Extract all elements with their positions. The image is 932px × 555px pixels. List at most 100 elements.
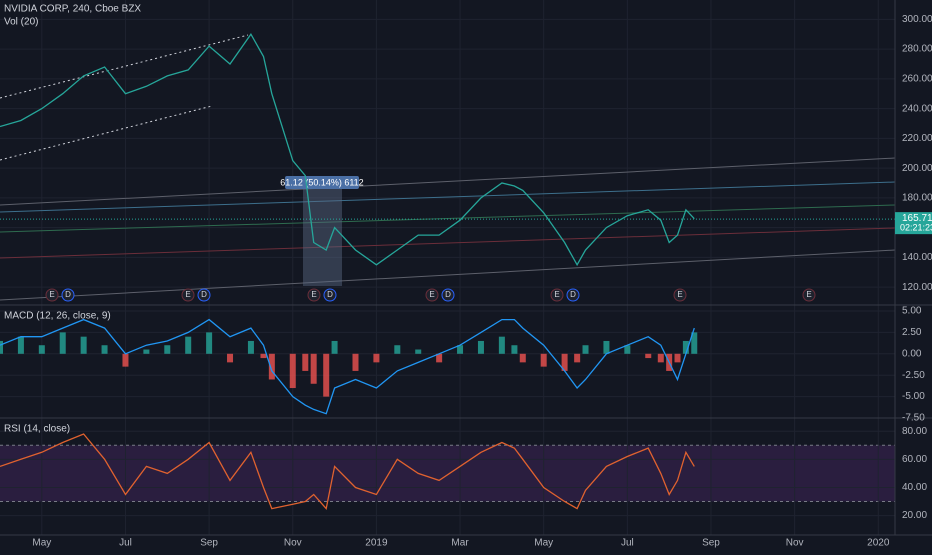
macd-histogram-bar <box>247 340 254 354</box>
event-marker[interactable] <box>550 288 564 302</box>
event-marker[interactable] <box>61 288 75 302</box>
y-tick-label: 2.50 <box>902 327 922 338</box>
macd-histogram-bar <box>561 353 568 371</box>
macd-histogram-bar <box>143 349 150 354</box>
macd-histogram-bar <box>519 353 526 363</box>
event-marker[interactable] <box>566 288 580 302</box>
macd-histogram-bar <box>310 353 317 384</box>
last-price-box <box>895 212 932 235</box>
series-line <box>0 318 695 415</box>
macd-histogram-bar <box>268 353 275 380</box>
event-marker[interactable] <box>802 288 816 302</box>
symbol-title: NVIDIA CORP, 240, Cboe BZX <box>4 4 141 15</box>
y-tick-label: 20.00 <box>902 510 927 521</box>
event-label: E <box>806 290 811 299</box>
macd-histogram-bar <box>302 353 309 371</box>
macd-histogram-bar <box>289 353 296 389</box>
y-tick-label: 300.00 <box>902 14 932 25</box>
macd-histogram-bar <box>0 340 3 354</box>
y-tick-label: 0.00 <box>902 348 922 359</box>
macd-histogram-bar <box>122 353 129 367</box>
event-marker[interactable] <box>197 288 211 302</box>
y-tick-label: -5.00 <box>902 391 925 402</box>
trend-line <box>0 181 896 213</box>
event-label: D <box>65 290 71 299</box>
macd-histogram-bar <box>477 340 484 354</box>
x-tick-label: Sep <box>200 538 218 549</box>
macd-histogram-bar <box>38 345 45 354</box>
macd-histogram-bar <box>540 353 547 367</box>
event-label: E <box>185 290 190 299</box>
event-marker[interactable] <box>673 288 687 302</box>
macd-histogram-bar <box>323 353 330 397</box>
event-marker[interactable] <box>425 288 439 302</box>
x-tick-label: May <box>32 538 51 549</box>
macd-histogram-bar <box>164 345 171 354</box>
event-label: D <box>201 290 207 299</box>
measure-label: 61.12 (50.14%) 6112 <box>280 177 363 187</box>
macd-histogram-bar <box>206 332 213 354</box>
countdown-label: 02:21:23 <box>900 223 932 233</box>
y-tick-label: 240.00 <box>902 103 932 114</box>
event-marker[interactable] <box>307 288 321 302</box>
macd-histogram-bar <box>17 336 24 354</box>
event-marker[interactable] <box>441 288 455 302</box>
event-label: D <box>570 290 576 299</box>
series-line <box>0 433 695 511</box>
y-tick-label: 80.00 <box>902 426 927 437</box>
x-tick-label: Nov <box>786 538 804 549</box>
y-tick-label: 200.00 <box>902 163 932 174</box>
x-tick-label: Sep <box>702 538 720 549</box>
macd-histogram-bar <box>373 353 380 363</box>
event-marker[interactable] <box>45 288 59 302</box>
measure-label-box <box>285 176 359 189</box>
y-tick-label: 5.00 <box>902 306 922 317</box>
y-tick-label: 60.00 <box>902 454 927 465</box>
y-tick-label: 260.00 <box>902 73 932 84</box>
x-tick-label: Nov <box>284 538 302 549</box>
macd-histogram-bar <box>260 353 267 359</box>
macd-title: MACD (12, 26, close, 9) <box>4 311 111 322</box>
trend-line <box>0 157 896 206</box>
y-tick-label: 40.00 <box>902 482 927 493</box>
event-label: D <box>327 290 333 299</box>
macd-histogram-bar <box>331 340 338 354</box>
trend-line <box>0 249 896 301</box>
macd-histogram-bar <box>511 345 518 354</box>
rsi-band <box>0 445 895 502</box>
y-tick-label: -2.50 <box>902 370 925 381</box>
y-tick-label: -7.50 <box>902 413 925 424</box>
macd-histogram-bar <box>185 336 192 354</box>
event-label: E <box>677 290 682 299</box>
macd-histogram-bar <box>415 349 422 354</box>
macd-histogram-bar <box>657 353 664 363</box>
macd-histogram-bar <box>691 332 698 354</box>
event-label: E <box>49 290 54 299</box>
macd-histogram-bar <box>394 345 401 354</box>
y-tick-label: 180.00 <box>902 193 932 204</box>
x-tick-label: Jul <box>119 538 132 549</box>
channel-line <box>0 105 213 161</box>
y-tick-label: 120.00 <box>902 282 932 293</box>
trend-line <box>0 204 896 233</box>
event-label: E <box>311 290 316 299</box>
y-tick-label: 280.00 <box>902 44 932 55</box>
macd-histogram-bar <box>498 336 505 354</box>
macd-histogram-bar <box>59 332 66 354</box>
macd-histogram-bar <box>582 345 589 354</box>
macd-histogram-bar <box>574 353 581 363</box>
series-line <box>0 32 695 267</box>
macd-histogram-bar <box>645 353 652 359</box>
event-marker[interactable] <box>323 288 337 302</box>
event-label: D <box>445 290 451 299</box>
macd-histogram-bar <box>674 353 681 363</box>
macd-histogram-bar <box>624 345 631 354</box>
indicator-label: Vol (20) <box>4 17 38 28</box>
event-marker[interactable] <box>181 288 195 302</box>
marks <box>0 32 895 511</box>
event-label: E <box>554 290 559 299</box>
macd-histogram-bar <box>603 340 610 354</box>
rsi-title: RSI (14, close) <box>4 424 70 435</box>
y-tick-label: 220.00 <box>902 133 932 144</box>
